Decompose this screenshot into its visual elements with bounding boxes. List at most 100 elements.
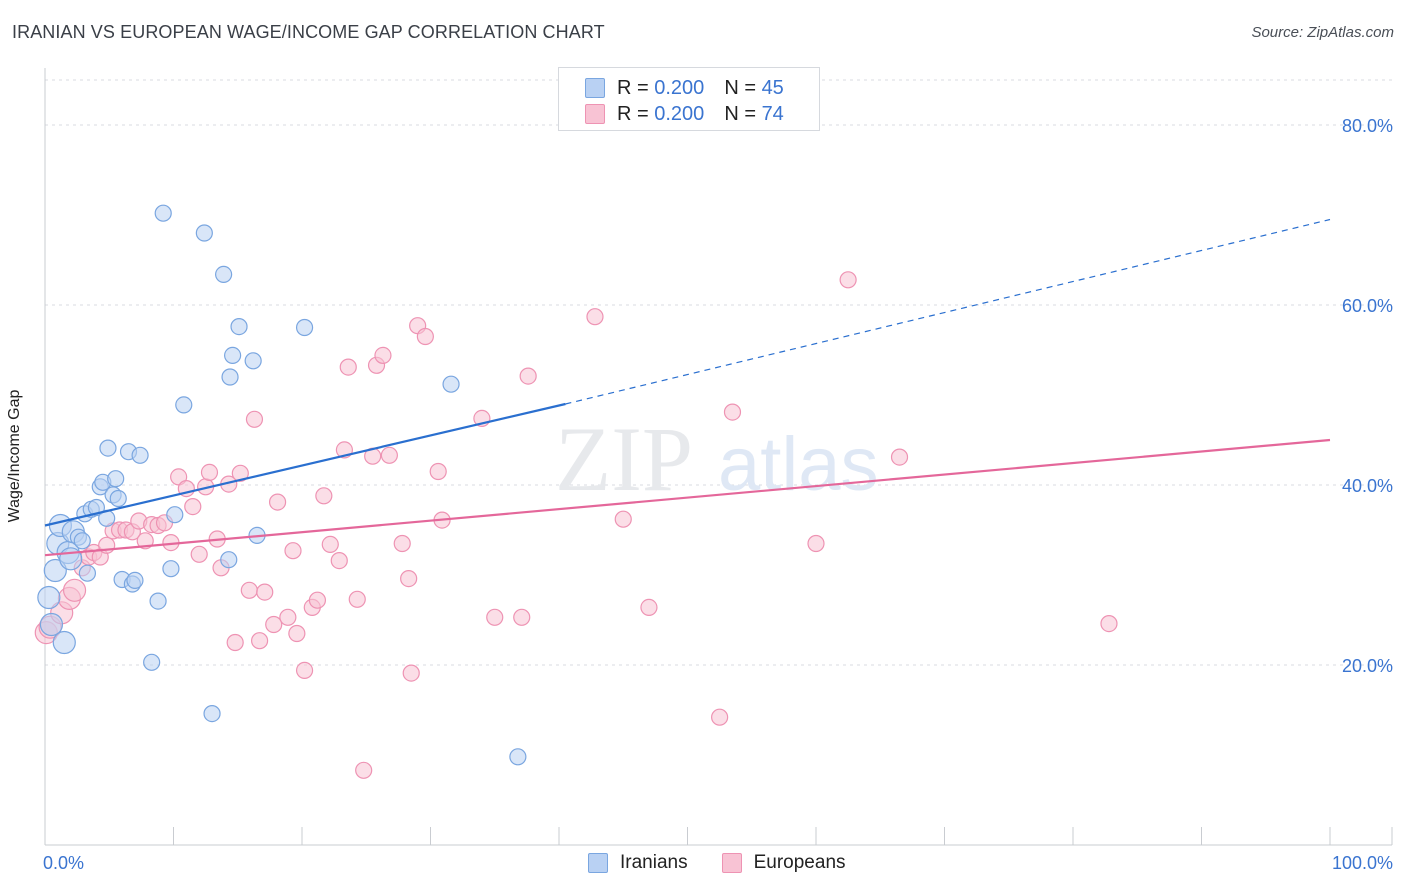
iranian-point [73,532,91,550]
legend-swatch-iranians [588,853,608,873]
iranian-point [224,346,242,364]
legend-r-label: R = [617,76,655,99]
iranian-point [43,558,67,583]
european-point [380,446,398,464]
iranians-trend-extension [565,218,1331,405]
legend-swatch-pink [585,104,605,124]
iranian-point [215,265,233,283]
watermark-atlas: atlas [718,422,879,507]
european-point [711,708,729,726]
legend-item-europeans: Europeans [721,852,846,874]
european-point [355,761,373,779]
european-point [1100,614,1118,633]
european-point [184,498,202,516]
iranians-points [37,204,527,766]
watermark-zip: ZIP [555,408,693,510]
iranian-point [220,551,238,569]
iranian-point [143,653,161,671]
european-point [279,608,297,626]
iranian-point [126,571,144,590]
source-label: Source: ZipAtlas.com [1251,24,1394,41]
european-point [400,569,418,588]
legend-n-label: N = [724,76,762,99]
iranian-point [154,204,172,222]
european-point [402,664,420,682]
legend-row-iranians: R = 0.200 N = 45 [585,76,784,100]
legend-r-label: R = [617,102,655,125]
european-point [429,462,447,481]
european-point [226,633,244,652]
european-point [339,358,357,376]
european-point [308,591,327,609]
series-legend: Iranians Europeans [588,852,880,874]
iranian-point [175,396,193,414]
european-point [190,545,208,563]
european-point [640,598,658,617]
watermark: ZIP atlas [555,408,879,510]
y-tick-label: 40.0% [1342,476,1393,496]
iranian-point [99,439,117,457]
legend-swatch-europeans [721,853,742,873]
european-point [62,578,87,602]
european-point [284,542,302,560]
european-point [614,510,632,528]
european-point [723,403,742,421]
european-point [321,535,339,554]
iranian-point [78,564,97,582]
y-tick-label: 20.0% [1342,656,1393,676]
iranian-point [149,592,167,610]
european-point [513,608,531,626]
european-point [240,581,258,599]
european-point [295,661,314,680]
tick-labels: 20.0% 40.0% 60.0% 80.0% 0.0% 100.0% [43,116,1393,873]
trend-lines [44,218,1331,557]
correlation-legend: R = 0.200 N = 45 R = 0.200 N = 74 [558,67,820,131]
european-point [807,534,825,553]
european-point [268,493,287,511]
x-tick-label: 0.0% [43,853,84,873]
iranian-point [52,630,76,655]
european-point [416,327,434,346]
european-point [586,308,604,326]
european-point [265,615,283,634]
european-point [245,410,264,428]
european-point [890,448,909,466]
y-tick-label: 60.0% [1342,296,1393,316]
x-tick-label: 100.0% [1332,853,1393,873]
iranian-point [221,368,239,386]
iranian-point [59,547,83,571]
european-point [256,583,274,601]
iranian-point [37,585,61,610]
european-point [839,271,857,289]
axes [44,68,1393,846]
legend-label-europeans: Europeans [753,852,846,873]
european-point [231,464,249,482]
legend-label-iranians: Iranians [620,852,688,873]
european-point [200,463,219,481]
european-point [315,487,333,505]
iranian-point [39,612,64,637]
iranian-point [442,375,460,393]
grid-lines [45,79,1392,666]
european-point [374,346,392,364]
chart-title: IRANIAN VS EUROPEAN WAGE/INCOME GAP CORR… [12,22,605,42]
european-point [519,367,537,385]
legend-swatch-blue [585,78,605,98]
iranian-point [509,748,527,766]
european-point [348,590,366,608]
iranian-point [295,318,314,337]
iranians-trend-line [44,402,566,527]
legend-r-value: 0.200 [654,102,705,125]
iranian-point [230,318,248,336]
legend-row-europeans: R = 0.200 N = 74 [585,102,784,126]
european-point [330,551,348,570]
legend-item-iranians: Iranians [588,852,688,874]
legend-n-value: 45 [761,76,784,99]
iranian-point [109,489,127,508]
y-tick-label: 80.0% [1342,116,1393,136]
european-point [486,608,504,626]
iranian-point [162,560,180,578]
legend-r-value: 0.200 [654,76,705,99]
iranian-point [244,352,262,370]
